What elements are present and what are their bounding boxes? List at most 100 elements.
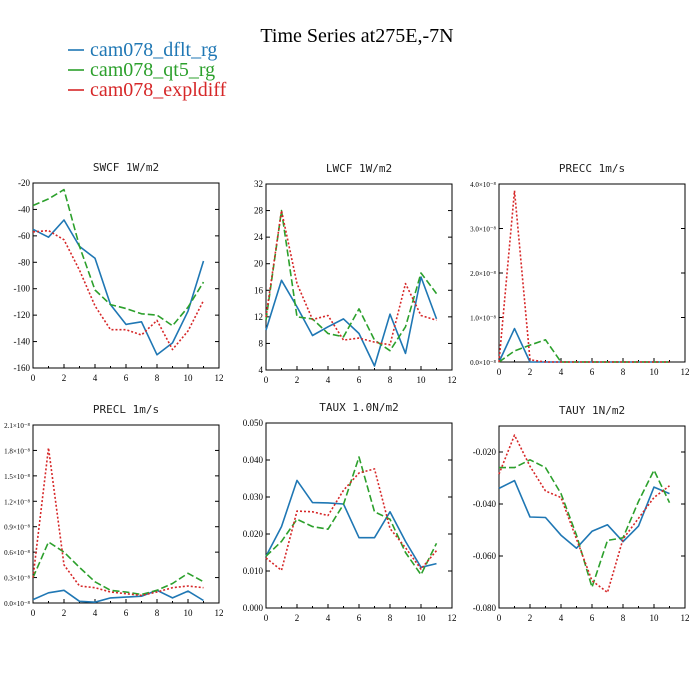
series-line-cam078_expldiff bbox=[32, 447, 204, 597]
series-line-cam078_qt5_rg bbox=[265, 209, 438, 352]
panel-title: PRECL 1m/s bbox=[93, 403, 159, 416]
chart-panel: TAUY 1N/m2 0 2 4 6 8 10 12 -0.020 -0.040 -0.060 -0.… bbox=[473, 404, 690, 623]
x-tick-label: 2 bbox=[295, 375, 300, 385]
plot-frame bbox=[498, 183, 686, 363]
x-tick-label: 4 bbox=[326, 613, 331, 623]
y-tick-label: 0.0×10⁻⁸ bbox=[470, 359, 496, 367]
series-line-cam078_expldiff bbox=[265, 468, 438, 572]
x-tick-label: 12 bbox=[681, 613, 690, 623]
series-line-cam078_dflt_rg bbox=[32, 219, 205, 356]
y-tick-label: 0.9×10⁻⁸ bbox=[4, 524, 30, 532]
series-line-cam078_qt5_rg bbox=[32, 541, 204, 596]
series-line-cam078_qt5_rg bbox=[32, 188, 205, 327]
x-tick-label: 6 bbox=[124, 373, 129, 383]
y-tick-label: -40 bbox=[18, 204, 30, 214]
y-tick-label: 0.030 bbox=[243, 492, 264, 502]
y-tick-label: 0.020 bbox=[243, 529, 264, 539]
x-tick-label: 0 bbox=[497, 613, 502, 623]
x-tick-label: 0 bbox=[264, 375, 269, 385]
y-tick-label: 4 bbox=[259, 365, 264, 375]
x-tick-label: 12 bbox=[215, 608, 224, 618]
y-tick-label: -0.020 bbox=[473, 447, 497, 457]
x-tick-label: 10 bbox=[417, 613, 427, 623]
x-tick-label: 0 bbox=[31, 608, 36, 618]
series-line-cam078_dflt_rg bbox=[265, 479, 437, 569]
series-line-cam078_expldiff bbox=[265, 209, 437, 346]
series-line-cam078_qt5_rg bbox=[499, 458, 671, 589]
x-tick-label: 10 bbox=[184, 373, 194, 383]
panel-title: PRECC 1m/s bbox=[559, 162, 625, 175]
y-tick-label: 2.0×10⁻⁸ bbox=[470, 270, 496, 278]
x-tick-label: 6 bbox=[590, 367, 595, 377]
x-tick-label: 2 bbox=[62, 608, 67, 618]
x-tick-label: 8 bbox=[155, 373, 160, 383]
y-tick-label: 0.6×10⁻⁸ bbox=[4, 549, 30, 557]
y-tick-label: -0.060 bbox=[473, 551, 497, 561]
legend-label: cam078_qt5_rg bbox=[90, 59, 215, 81]
x-tick-label: 10 bbox=[650, 367, 660, 377]
x-tick-label: 0 bbox=[497, 367, 502, 377]
plot-frame bbox=[32, 424, 220, 604]
x-tick-label: 4 bbox=[93, 608, 98, 618]
plot-frame bbox=[265, 422, 453, 609]
x-tick-label: 6 bbox=[357, 375, 362, 385]
chart-panel: SWCF 1W/m2 0 2 4 6 8 10 12 -20 -40 -60 -80 -100 -120 -… bbox=[14, 161, 224, 383]
y-tick-label: 1.8×10⁻⁸ bbox=[4, 447, 30, 455]
x-tick-label: 4 bbox=[93, 373, 98, 383]
chart-panel: PRECL 1m/s 0 2 4 6 8 10 12 0.0×10⁻⁸ 0.3×10⁻⁸ 0.6×1… bbox=[4, 403, 223, 618]
series-line-cam078_expldiff bbox=[498, 434, 670, 594]
x-tick-label: 10 bbox=[650, 613, 660, 623]
y-tick-label: -0.080 bbox=[473, 603, 497, 613]
y-tick-label: 32 bbox=[254, 179, 263, 189]
figure-title: Time Series at275E,-7N bbox=[260, 25, 453, 47]
series-line-cam078_expldiff bbox=[498, 189, 670, 363]
plot-frame bbox=[498, 425, 686, 609]
legend-item: cam078_dflt_rg bbox=[68, 39, 217, 61]
x-tick-label: 8 bbox=[388, 613, 393, 623]
y-tick-label: 28 bbox=[254, 206, 264, 216]
chart-panel: PRECC 1m/s 0 2 4 6 8 10 12 0.0×10⁻⁸ 1.0×10⁻⁸ 2.0×1… bbox=[470, 162, 689, 377]
x-tick-label: 8 bbox=[621, 613, 626, 623]
x-tick-label: 10 bbox=[417, 375, 427, 385]
series-line-cam078_dflt_rg bbox=[32, 589, 204, 604]
series-line-cam078_dflt_rg bbox=[265, 276, 438, 367]
legend-item: cam078_expldiff bbox=[68, 79, 227, 101]
y-tick-label: 16 bbox=[254, 285, 264, 295]
legend-label: cam078_dflt_rg bbox=[90, 39, 217, 61]
x-tick-label: 4 bbox=[559, 367, 564, 377]
y-tick-label: 1.0×10⁻⁸ bbox=[470, 315, 496, 323]
y-tick-label: 0.3×10⁻⁸ bbox=[4, 575, 30, 583]
y-tick-label: -160 bbox=[14, 363, 31, 373]
chart-panels: SWCF 1W/m20 2 4 6 8 10 12-20-40-60-80-100-120-… bbox=[4, 161, 689, 623]
x-tick-label: 8 bbox=[155, 608, 160, 618]
x-tick-label: 2 bbox=[528, 613, 533, 623]
y-tick-label: 8 bbox=[259, 338, 264, 348]
series-line-cam078_dflt_rg bbox=[498, 479, 670, 550]
chart-panel: TAUX 1.0N/m2 0 2 4 6 8 10 12 0.000 0.010 0.020 0.03… bbox=[243, 401, 457, 623]
y-tick-label: 0.0×10⁻⁸ bbox=[4, 600, 30, 608]
y-tick-label: 0.010 bbox=[243, 566, 264, 576]
x-tick-label: 12 bbox=[215, 373, 224, 383]
y-tick-label: -80 bbox=[18, 257, 30, 267]
x-tick-label: 2 bbox=[295, 613, 300, 623]
x-tick-label: 0 bbox=[31, 373, 36, 383]
y-tick-label: -0.040 bbox=[473, 499, 497, 509]
y-tick-label: 0.050 bbox=[243, 418, 264, 428]
x-tick-label: 4 bbox=[559, 613, 564, 623]
y-tick-label: -100 bbox=[14, 284, 31, 294]
panel-title: TAUX 1.0N/m2 bbox=[319, 401, 398, 414]
legend-label: cam078_expldiff bbox=[90, 79, 227, 101]
panel-title: SWCF 1W/m2 bbox=[93, 161, 159, 174]
panel-title: LWCF 1W/m2 bbox=[326, 162, 392, 175]
x-tick-label: 10 bbox=[184, 608, 194, 618]
x-tick-label: 6 bbox=[590, 613, 595, 623]
x-tick-label: 2 bbox=[528, 367, 533, 377]
y-tick-label: 0.040 bbox=[243, 455, 264, 465]
legend-item: cam078_qt5_rg bbox=[68, 59, 215, 81]
y-tick-label: -20 bbox=[18, 178, 30, 188]
x-tick-label: 6 bbox=[357, 613, 362, 623]
y-tick-label: 0.000 bbox=[243, 603, 264, 613]
series-line-cam078_expldiff bbox=[32, 229, 205, 351]
